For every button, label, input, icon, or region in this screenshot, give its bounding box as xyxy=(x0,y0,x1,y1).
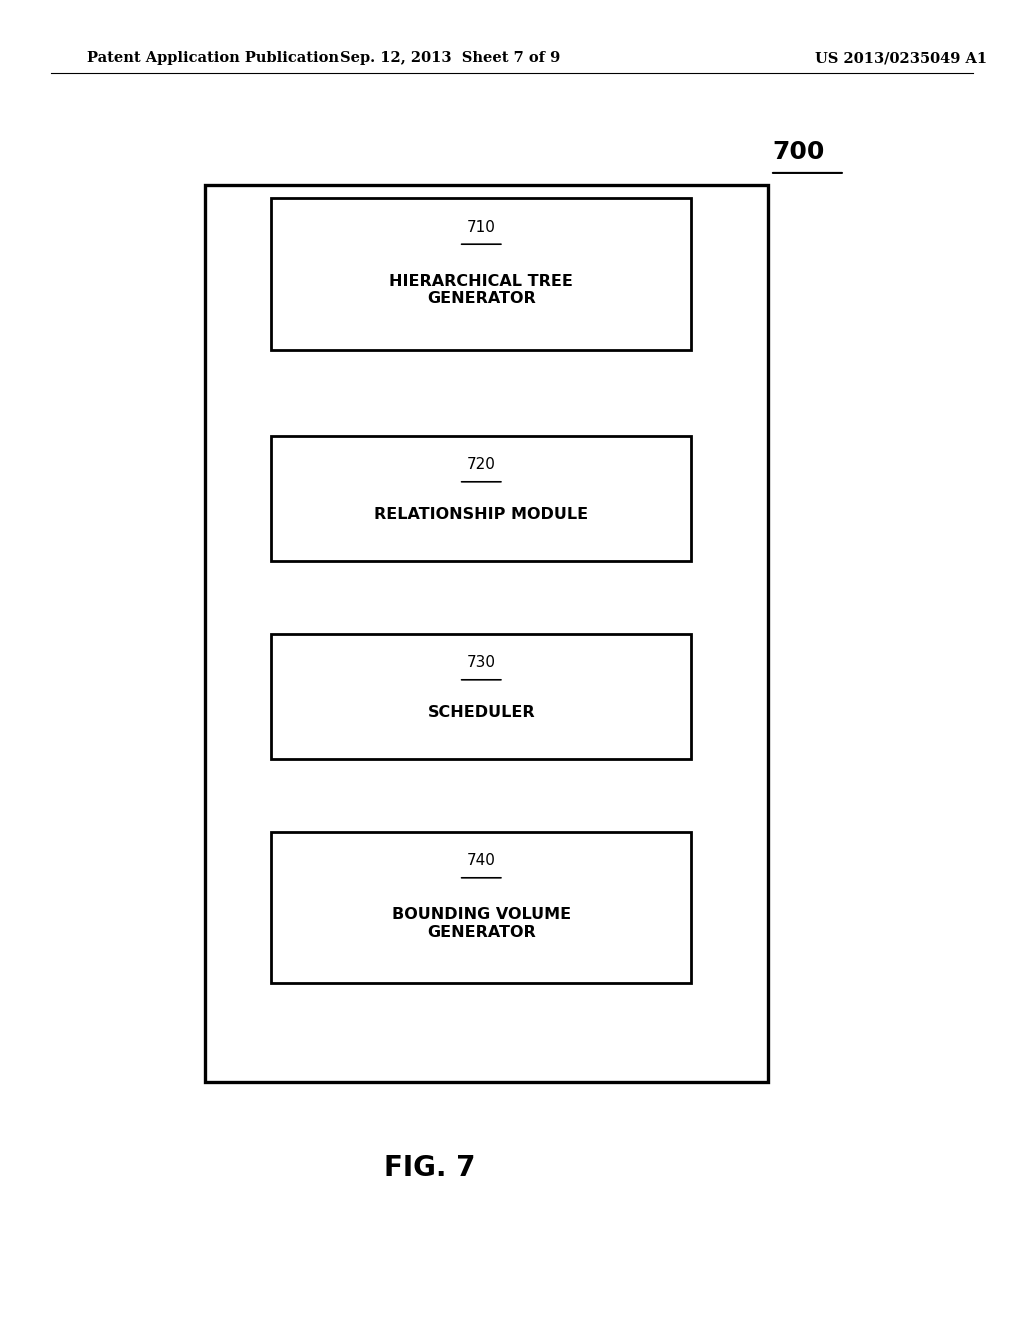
Text: Sep. 12, 2013  Sheet 7 of 9: Sep. 12, 2013 Sheet 7 of 9 xyxy=(340,51,561,65)
Text: HIERARCHICAL TREE
GENERATOR: HIERARCHICAL TREE GENERATOR xyxy=(389,273,573,306)
FancyBboxPatch shape xyxy=(271,436,691,561)
Text: US 2013/0235049 A1: US 2013/0235049 A1 xyxy=(815,51,987,65)
FancyBboxPatch shape xyxy=(271,634,691,759)
Text: RELATIONSHIP MODULE: RELATIONSHIP MODULE xyxy=(374,507,589,521)
FancyBboxPatch shape xyxy=(271,832,691,983)
Text: 720: 720 xyxy=(467,457,496,473)
FancyBboxPatch shape xyxy=(205,185,768,1082)
Text: 700: 700 xyxy=(772,140,825,164)
Text: FIG. 7: FIG. 7 xyxy=(384,1154,476,1183)
Text: SCHEDULER: SCHEDULER xyxy=(427,705,536,719)
FancyBboxPatch shape xyxy=(271,198,691,350)
Text: 710: 710 xyxy=(467,219,496,235)
Text: 730: 730 xyxy=(467,655,496,671)
Text: 740: 740 xyxy=(467,853,496,869)
Text: Patent Application Publication: Patent Application Publication xyxy=(87,51,339,65)
Text: BOUNDING VOLUME
GENERATOR: BOUNDING VOLUME GENERATOR xyxy=(392,907,570,940)
